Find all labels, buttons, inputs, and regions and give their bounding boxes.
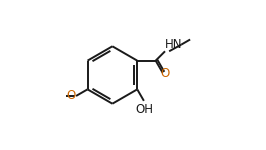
Text: O: O <box>161 68 170 80</box>
Text: HN: HN <box>165 38 183 51</box>
Text: O: O <box>66 90 76 102</box>
Text: OH: OH <box>136 103 153 117</box>
